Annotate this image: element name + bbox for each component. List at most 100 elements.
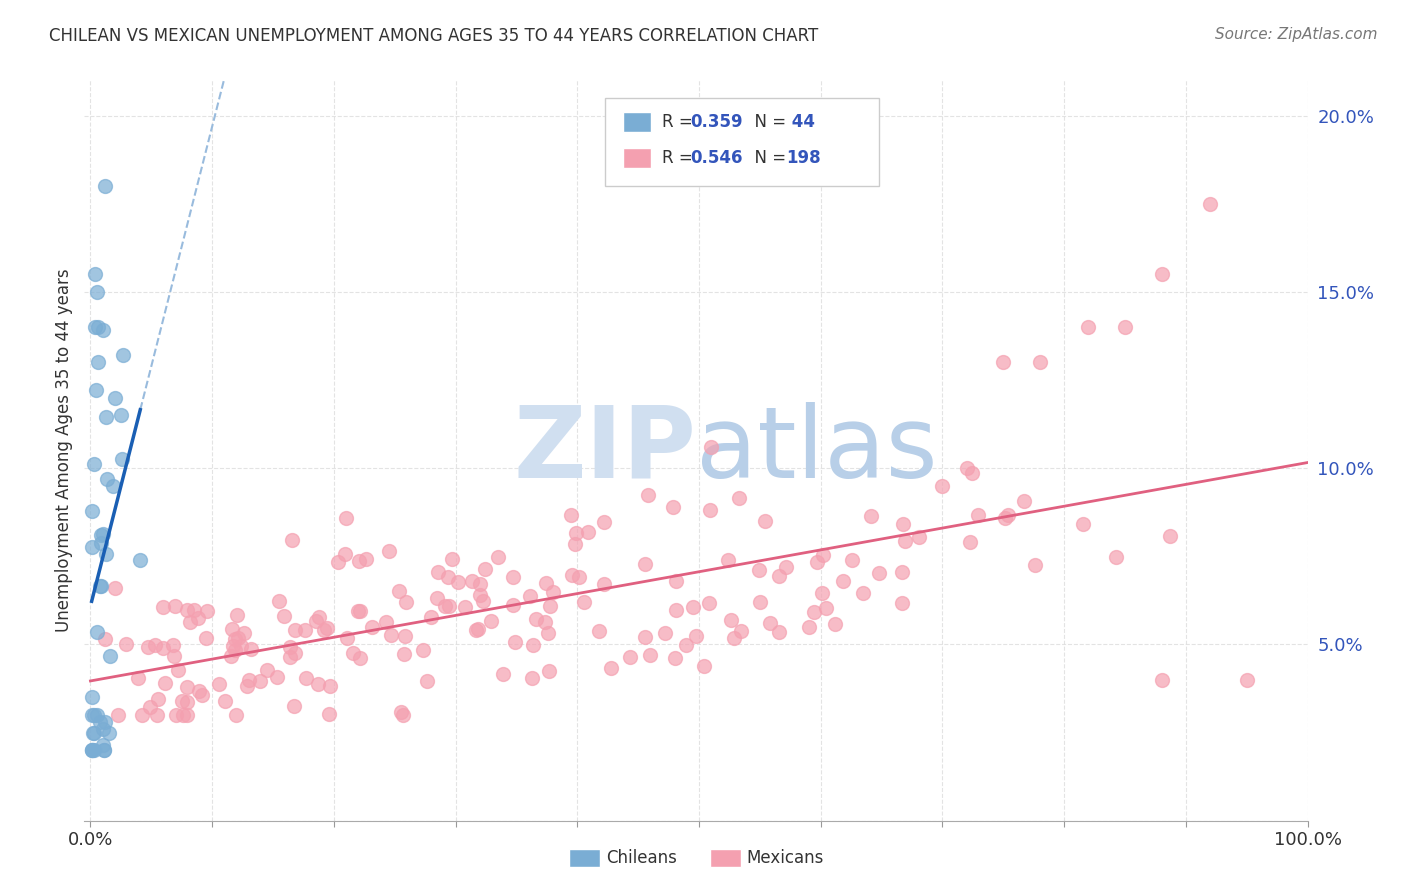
Point (111, 452, 134, 467)
Point (537, 664, 560, 678)
Point (394, 594, 416, 608)
Text: 198: 198 (786, 149, 821, 167)
Point (104, 391, 127, 405)
Point (179, 615, 201, 630)
Point (662, 500, 685, 514)
Point (84, 267, 107, 281)
Point (803, 605, 825, 619)
Point (84, 320, 107, 334)
Point (127, 672, 149, 686)
Point (314, 624, 336, 638)
Point (1071, 516, 1094, 531)
Point (342, 646, 364, 660)
Point (754, 514, 776, 528)
Point (162, 638, 184, 652)
Point (152, 641, 174, 656)
Point (471, 594, 494, 608)
Point (165, 599, 187, 613)
Point (565, 525, 588, 540)
Point (832, 574, 855, 588)
Point (699, 502, 721, 516)
Point (80, 743, 103, 757)
Point (588, 624, 610, 638)
Point (967, 508, 990, 522)
Point (91, 722, 114, 736)
Point (474, 562, 496, 576)
Point (146, 707, 169, 722)
Point (568, 570, 591, 584)
Text: 44: 44 (786, 113, 815, 131)
Point (437, 599, 460, 614)
Point (89, 578, 111, 592)
Point (447, 574, 470, 589)
Point (225, 707, 247, 722)
Point (519, 589, 541, 603)
Point (335, 511, 357, 525)
Point (637, 488, 659, 502)
Point (503, 634, 526, 648)
Point (693, 659, 716, 673)
Point (664, 651, 686, 665)
Point (354, 552, 377, 566)
Point (891, 517, 914, 532)
Point (153, 675, 176, 690)
Point (87, 355, 110, 369)
Point (561, 568, 583, 582)
Point (592, 577, 614, 591)
Point (440, 552, 463, 566)
Point (152, 599, 174, 614)
Point (378, 544, 401, 558)
Point (80, 504, 103, 518)
Point (90, 579, 112, 593)
Point (759, 616, 782, 631)
Point (172, 707, 194, 722)
Point (1114, 320, 1136, 334)
Point (226, 607, 249, 622)
Text: ZIP: ZIP (513, 402, 696, 499)
Point (166, 663, 188, 677)
Point (560, 508, 582, 522)
Point (100, 648, 122, 663)
Point (479, 615, 502, 629)
Point (114, 637, 136, 651)
Point (426, 566, 449, 580)
Point (83, 457, 105, 471)
Point (533, 615, 555, 629)
Point (576, 524, 599, 539)
Text: R =: R = (662, 113, 699, 131)
Point (90, 527, 112, 541)
Point (468, 588, 491, 602)
Point (860, 508, 883, 523)
Point (700, 440, 723, 454)
Point (294, 623, 316, 637)
Point (959, 535, 981, 549)
Y-axis label: Unemployment Among Ages 35 to 44 years: Unemployment Among Ages 35 to 44 years (55, 268, 73, 632)
Point (238, 673, 260, 687)
Point (94, 714, 117, 729)
Point (176, 680, 198, 694)
Point (1236, 673, 1258, 687)
Point (194, 631, 217, 645)
Point (1150, 267, 1173, 281)
Point (336, 631, 359, 645)
Point (326, 555, 349, 569)
Point (83, 725, 105, 739)
Point (80, 707, 103, 722)
Point (162, 648, 184, 663)
Point (281, 533, 304, 547)
Point (931, 479, 953, 493)
Point (94, 179, 117, 194)
Point (86, 707, 108, 722)
Point (224, 643, 246, 657)
Point (638, 648, 661, 663)
Point (97, 725, 120, 739)
Point (110, 408, 132, 422)
Text: atlas: atlas (696, 402, 938, 499)
Point (502, 599, 524, 613)
Point (811, 586, 834, 600)
Point (599, 661, 621, 675)
Point (172, 694, 194, 708)
Point (433, 599, 456, 613)
Point (89, 714, 111, 729)
Point (86, 285, 108, 299)
